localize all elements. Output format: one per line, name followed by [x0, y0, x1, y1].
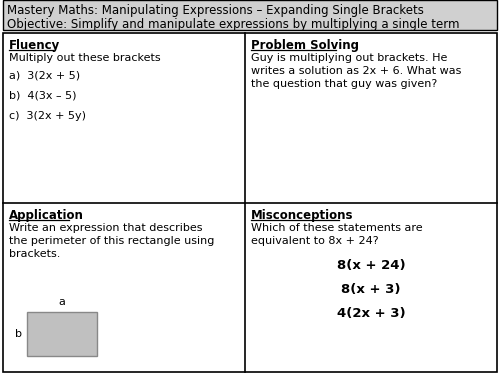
Text: Multiply out these brackets: Multiply out these brackets	[9, 53, 160, 63]
Text: b: b	[14, 329, 21, 339]
Text: Mastery Maths: Manipulating Expressions – Expanding Single Brackets: Mastery Maths: Manipulating Expressions …	[7, 4, 424, 17]
Text: a: a	[58, 297, 66, 307]
Text: c)  3(2x + 5y): c) 3(2x + 5y)	[9, 111, 86, 121]
Text: Which of these statements are: Which of these statements are	[251, 223, 422, 233]
Text: equivalent to 8x + 24?: equivalent to 8x + 24?	[251, 236, 378, 246]
Text: 8(x + 3): 8(x + 3)	[341, 283, 401, 296]
Bar	[27, 312, 97, 356]
Text: writes a solution as 2x + 6. What was: writes a solution as 2x + 6. What was	[251, 66, 462, 76]
Text: b)  4(3x – 5): b) 4(3x – 5)	[9, 91, 76, 101]
Text: brackets.: brackets.	[9, 249, 60, 259]
Text: Objective: Simplify and manipulate expressions by multiplying a single term: Objective: Simplify and manipulate expre…	[7, 18, 460, 31]
Text: Guy is multiplying out brackets. He: Guy is multiplying out brackets. He	[251, 53, 448, 63]
Text: Problem Solving: Problem Solving	[251, 39, 359, 52]
Text: Misconceptions: Misconceptions	[251, 209, 354, 222]
Text: Fluency: Fluency	[9, 39, 60, 52]
Text: 4(2x + 3): 4(2x + 3)	[336, 307, 406, 320]
Text: a)  3(2x + 5): a) 3(2x + 5)	[9, 71, 80, 81]
Text: the question that guy was given?: the question that guy was given?	[251, 79, 437, 89]
Text: Application: Application	[9, 209, 84, 222]
Text: 8(x + 24): 8(x + 24)	[336, 259, 406, 272]
Text: the perimeter of this rectangle using: the perimeter of this rectangle using	[9, 236, 214, 246]
Text: Write an expression that describes: Write an expression that describes	[9, 223, 202, 233]
Bar	[3, 0, 497, 30]
